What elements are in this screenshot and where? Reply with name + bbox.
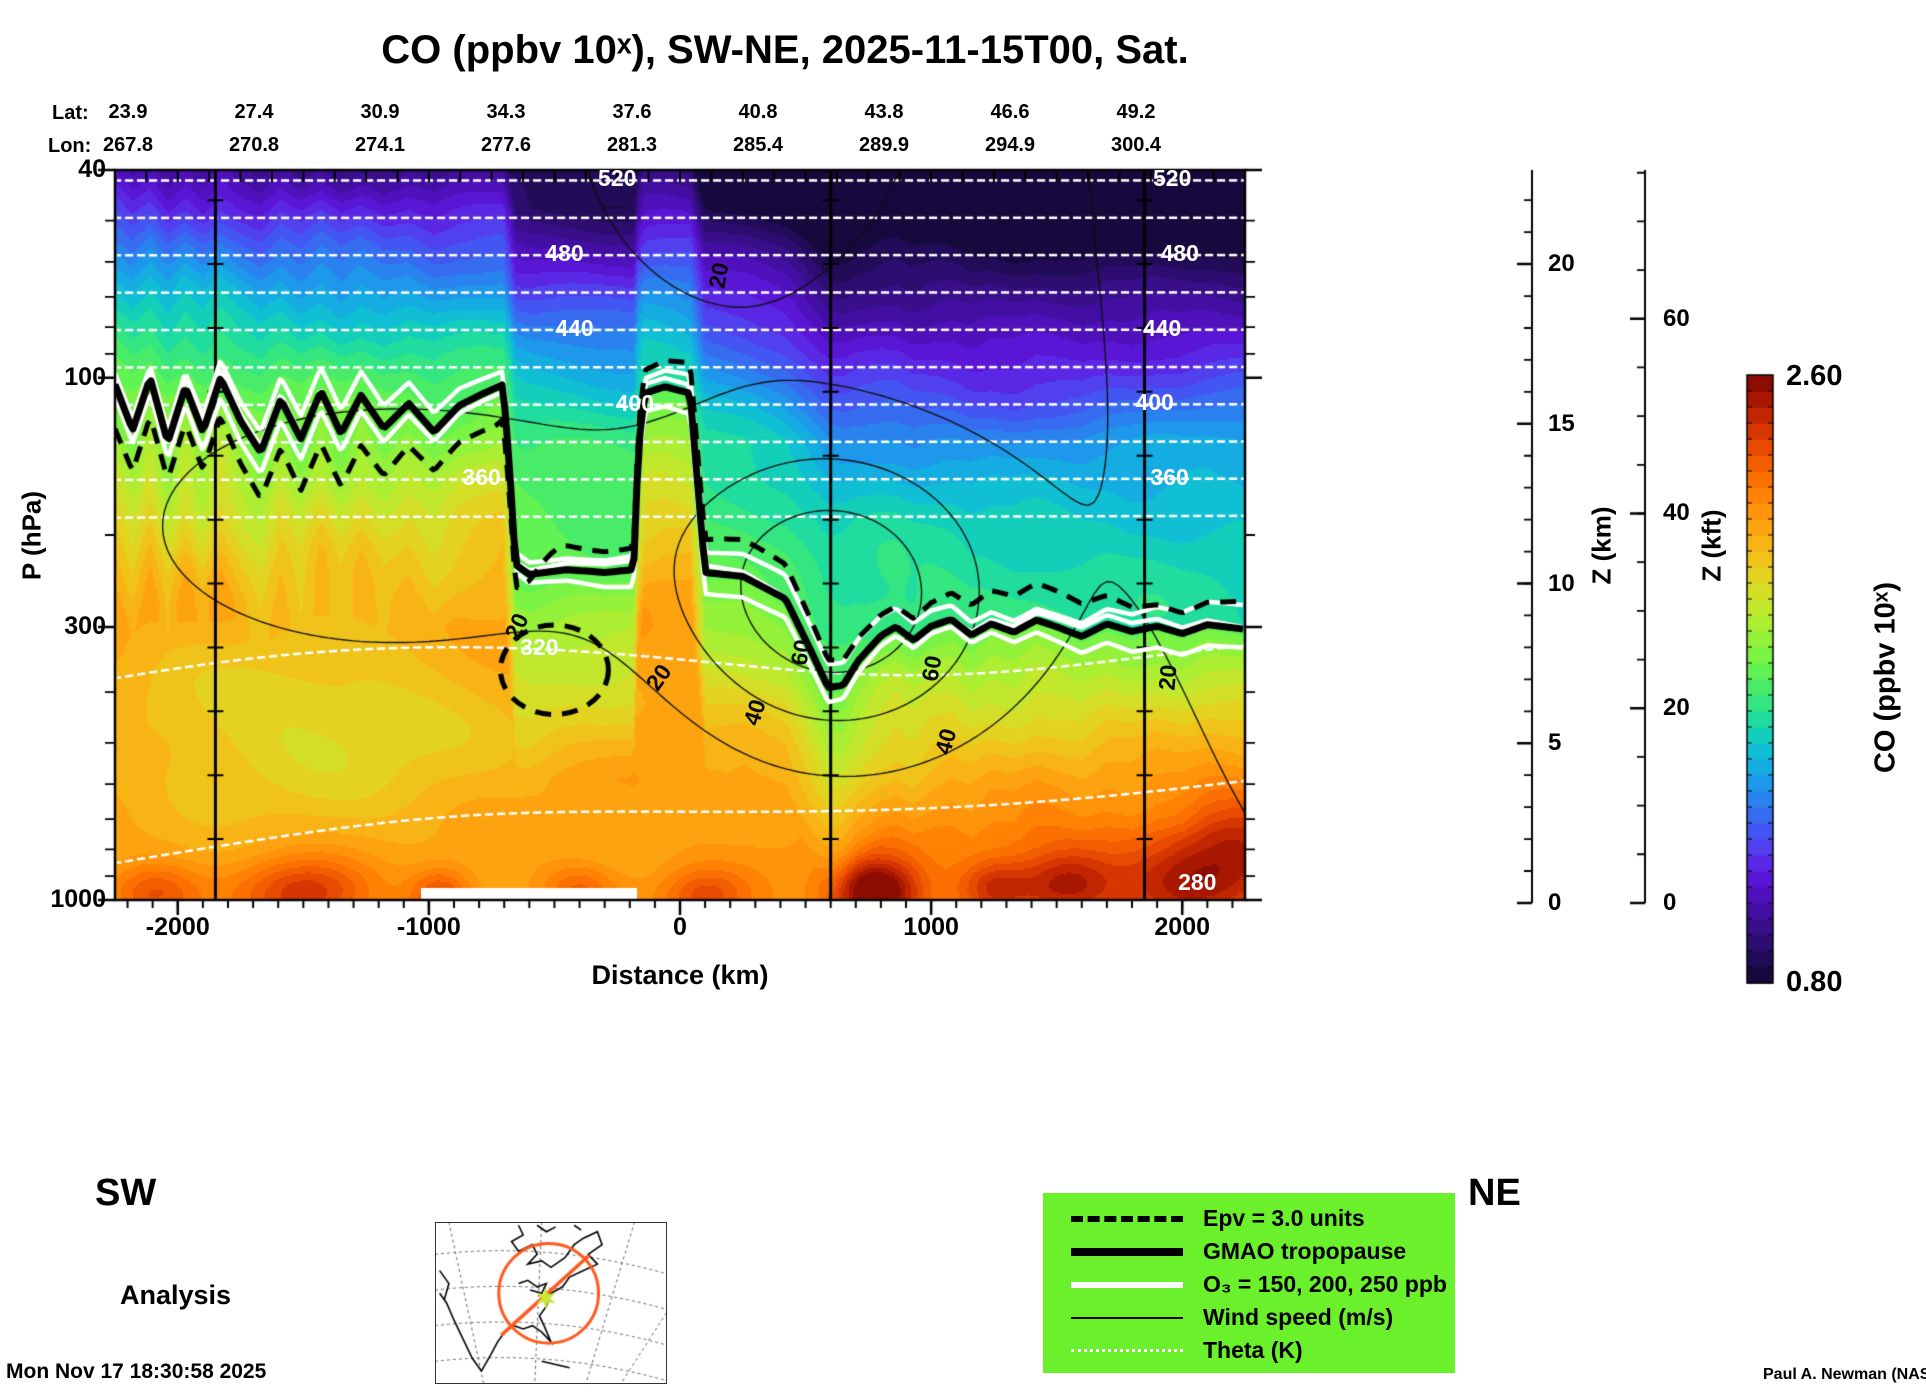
theta-contour-label: 440 (1142, 314, 1182, 341)
sw-endpoint-label: SW (95, 1172, 157, 1214)
distance-axis-title: Distance (km) (591, 960, 769, 990)
distance-tick-label: 1000 (903, 913, 959, 941)
colorbar-title: CO (ppbv 10ˣ) (1869, 581, 1902, 774)
distance-tick-label: 0 (673, 913, 687, 941)
pressure-tick-label: 1000 (50, 885, 106, 913)
lat-tick-label: 49.2 (1116, 101, 1156, 123)
legend-line-sample-dashed-black (1071, 1215, 1183, 1222)
lon-tick-label: 274.1 (354, 134, 406, 156)
legend-row: GMAO tropopause (1043, 1235, 1455, 1268)
pressure-tick-label: 40 (78, 155, 106, 183)
legend-item-label: Epv = 3.0 units (1203, 1205, 1365, 1231)
theta-contour-label: 280 (1178, 868, 1217, 895)
legend-row: Wind speed (m/s) (1043, 1301, 1455, 1334)
theta-contour-label: 480 (1160, 240, 1199, 267)
lon-tick-label: 277.6 (480, 134, 532, 156)
lon-tick-label: 300.4 (1110, 134, 1162, 156)
legend-box: Epv = 3.0 units GMAO tropopause O₃ = 150, … (1043, 1193, 1455, 1373)
legend-row: Epv = 3.0 units (1043, 1202, 1455, 1235)
z-km-tick-label: 0 (1548, 888, 1562, 916)
lat-tick-label: 27.4 (234, 101, 274, 123)
inset-map (435, 1222, 667, 1384)
pressure-axis-title: P (hPa) (16, 490, 47, 581)
lon-tick-label: 281.3 (606, 134, 658, 156)
lon-tick-label: 267.8 (102, 134, 154, 156)
distance-tick-label: -1000 (396, 913, 461, 941)
lat-tick-label: 43.8 (864, 101, 904, 123)
theta-contour-label: 320 (520, 634, 559, 661)
distance-tick-label: -2000 (145, 913, 210, 941)
z-km-tick-label: 5 (1548, 729, 1562, 757)
colorbar-max-label: 2.60 (1786, 360, 1843, 392)
credit-label: Paul A. Newman (NASA (1763, 1366, 1926, 1383)
legend-line-sample-thick-black (1071, 1247, 1183, 1256)
ne-endpoint-label: NE (1468, 1172, 1521, 1214)
lat-tick-label: 23.9 (108, 101, 148, 123)
lon-tick-label: 289.9 (858, 134, 910, 156)
theta-contour-label: 480 (545, 240, 584, 267)
z-km-tick-label: 15 (1548, 409, 1575, 437)
legend-line-sample-dotted-white (1071, 1349, 1183, 1352)
legend-row: Theta (K) (1043, 1334, 1455, 1367)
lat-axis-label: Lat: (52, 102, 89, 124)
pressure-tick-label: 100 (64, 362, 106, 391)
theta-contour-label: 360 (1150, 463, 1189, 490)
lat-tick-label: 30.9 (360, 101, 400, 123)
theta-contour-label: 440 (555, 314, 594, 341)
theta-contour-label: 400 (615, 389, 654, 416)
lat-tick-label: 37.6 (612, 101, 652, 123)
legend-line-sample-thick-white (1071, 1281, 1183, 1288)
colorbar-min-label: 0.80 (1786, 966, 1843, 998)
lon-tick-label: 294.9 (984, 134, 1036, 156)
generated-timestamp: Mon Nov 17 18:30:58 2025 (6, 1360, 267, 1383)
legend-item-label: O₃ = 150, 200, 250 ppb (1203, 1271, 1447, 1297)
lon-tick-label: 270.8 (228, 134, 280, 156)
theta-contour-label: 360 (462, 464, 501, 491)
theta-contour-label: 520 (1152, 165, 1192, 192)
z-kft-tick-label: 60 (1663, 304, 1690, 332)
z-kft-tick-label: 0 (1663, 888, 1677, 916)
legend-line-sample-thin-black (1071, 1316, 1183, 1319)
lon-tick-label: 285.4 (732, 134, 784, 156)
lat-tick-label: 46.6 (990, 101, 1030, 123)
z-km-tick-label: 10 (1548, 569, 1575, 597)
lat-tick-label: 34.3 (486, 101, 526, 123)
pressure-tick-label: 300 (64, 611, 106, 640)
page-title: CO (ppbv 10ˣ), SW-NE, 2025-11-15T00, Sat… (381, 28, 1189, 72)
legend-item-label: Theta (K) (1203, 1337, 1303, 1363)
lon-axis-label: Lon: (48, 135, 92, 157)
legend-row: O₃ = 150, 200, 250 ppb (1043, 1268, 1455, 1301)
legend-item-label: GMAO tropopause (1203, 1238, 1407, 1264)
legend-item-label: Wind speed (m/s) (1203, 1304, 1394, 1330)
analysis-label: Analysis (120, 1280, 232, 1310)
theta-contour-label: 520 (598, 165, 637, 192)
z-km-tick-label: 20 (1548, 250, 1575, 278)
theta-contour-label: 400 (1135, 389, 1174, 416)
distance-tick-label: 2000 (1154, 913, 1211, 941)
z-kft-tick-label: 20 (1663, 694, 1690, 722)
z-kft-tick-label: 40 (1663, 499, 1690, 527)
lat-tick-label: 40.8 (738, 101, 778, 123)
